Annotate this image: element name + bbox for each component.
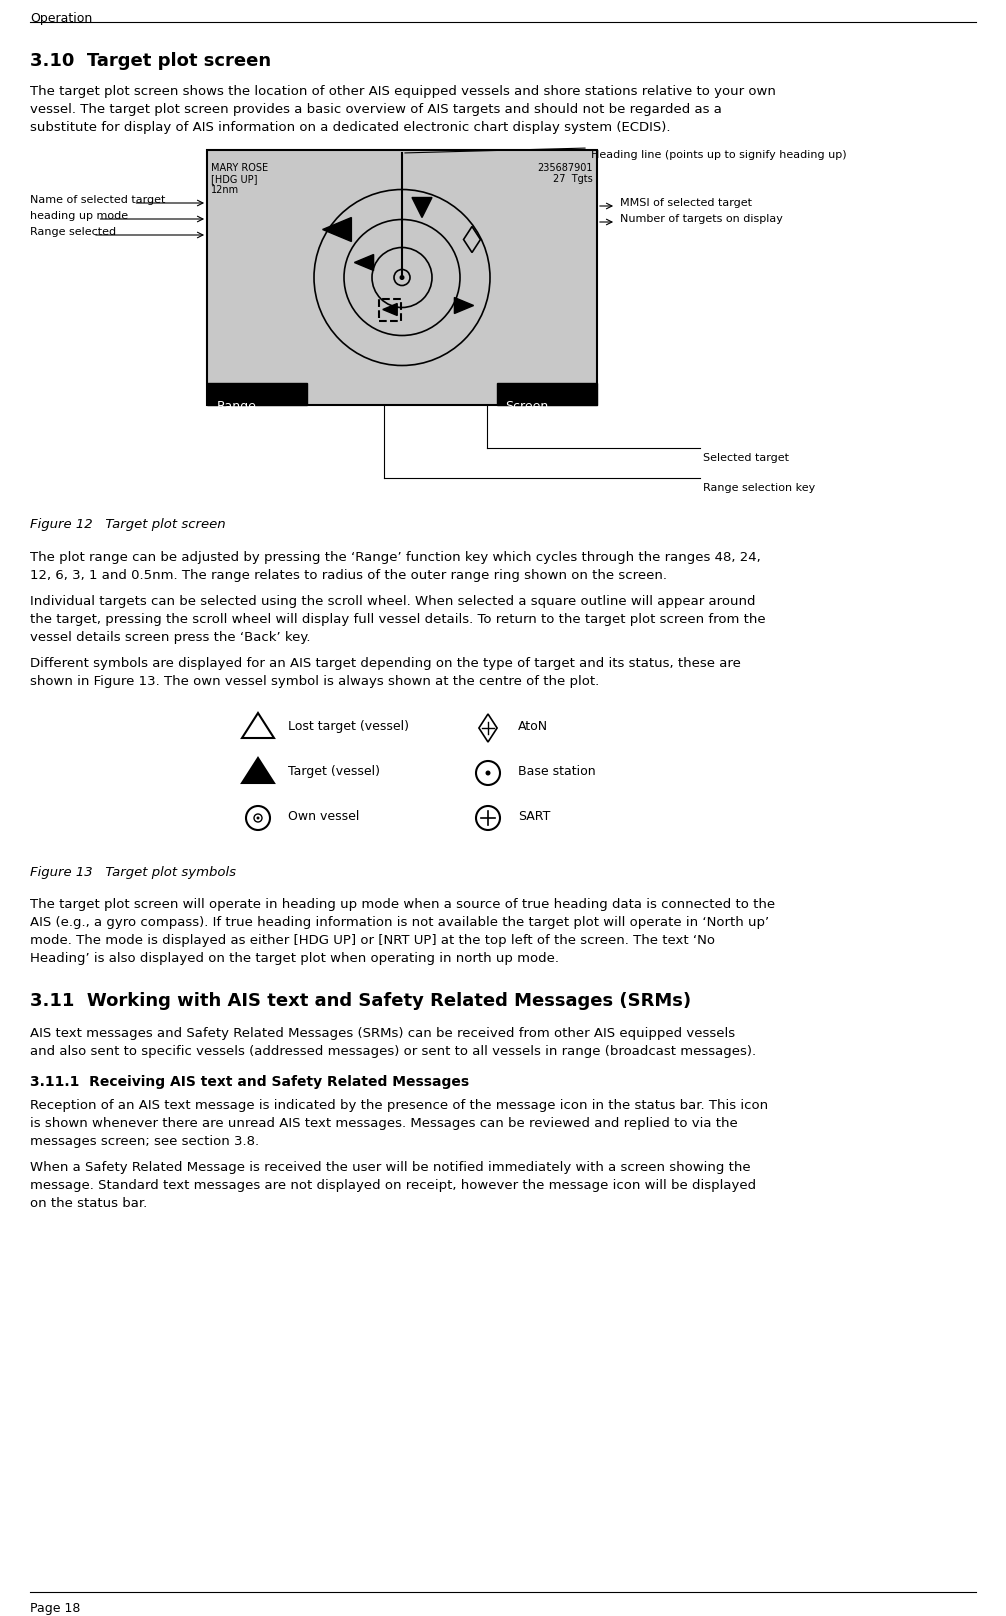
Text: 12nm: 12nm: [211, 184, 239, 196]
Text: AIS (e.g., a gyro compass). If true heading information is not available the tar: AIS (e.g., a gyro compass). If true head…: [30, 916, 770, 929]
Text: and also sent to specific vessels (addressed messages) or sent to all vessels in: and also sent to specific vessels (addre…: [30, 1046, 757, 1058]
Text: vessel details screen press the ‘Back’ key.: vessel details screen press the ‘Back’ k…: [30, 630, 311, 645]
Text: 3.11.1  Receiving AIS text and Safety Related Messages: 3.11.1 Receiving AIS text and Safety Rel…: [30, 1075, 469, 1089]
Text: Lost target (vessel): Lost target (vessel): [288, 721, 409, 734]
Text: shown in Figure 13. The own vessel symbol is always shown at the centre of the p: shown in Figure 13. The own vessel symbo…: [30, 675, 600, 688]
Text: Range: Range: [217, 401, 257, 414]
Text: heading up mode: heading up mode: [30, 212, 128, 221]
Text: Own vessel: Own vessel: [288, 810, 359, 823]
Text: Selected target: Selected target: [703, 452, 789, 464]
Text: When a Safety Related Message is received the user will be notified immediately : When a Safety Related Message is receive…: [30, 1160, 750, 1173]
Bar: [207, 150, 597, 406]
Text: on the status bar.: on the status bar.: [30, 1197, 147, 1210]
Text: 3.11  Working with AIS text and Safety Related Messages (SRMs): 3.11 Working with AIS text and Safety Re…: [30, 992, 691, 1010]
Text: The target plot screen shows the location of other AIS equipped vessels and shor: The target plot screen shows the locatio…: [30, 86, 776, 99]
Text: Range selected: Range selected: [30, 226, 116, 238]
Text: Target (vessel): Target (vessel): [288, 764, 380, 777]
Text: Name of selected target: Name of selected target: [30, 196, 165, 205]
Text: Screen: Screen: [505, 401, 548, 414]
Text: Operation: Operation: [30, 11, 93, 24]
Text: [HDG UP]: [HDG UP]: [211, 175, 258, 184]
Text: Different symbols are displayed for an AIS target depending on the type of targe: Different symbols are displayed for an A…: [30, 658, 740, 671]
Text: The target plot screen will operate in heading up mode when a source of true hea: The target plot screen will operate in h…: [30, 898, 776, 911]
Bar: [379, 299, 401, 320]
Text: 235687901: 235687901: [537, 163, 593, 173]
Text: vessel. The target plot screen provides a basic overview of AIS targets and shou: vessel. The target plot screen provides …: [30, 103, 722, 116]
Text: MMSI of selected target: MMSI of selected target: [620, 199, 752, 208]
Text: Heading line (points up to signify heading up): Heading line (points up to signify headi…: [591, 150, 847, 160]
Polygon shape: [323, 218, 351, 241]
Text: MARY ROSE: MARY ROSE: [211, 163, 269, 173]
Text: mode. The mode is displayed as either [HDG UP] or [NRT UP] at the top left of th: mode. The mode is displayed as either [H…: [30, 934, 715, 947]
Text: message. Standard text messages are not displayed on receipt, however the messag: message. Standard text messages are not …: [30, 1180, 757, 1193]
Text: 27  Tgts: 27 Tgts: [553, 175, 593, 184]
Polygon shape: [464, 226, 481, 252]
Circle shape: [400, 276, 403, 280]
Text: the target, pressing the scroll wheel will display full vessel details. To retur: the target, pressing the scroll wheel wi…: [30, 612, 766, 625]
Polygon shape: [455, 297, 474, 314]
Polygon shape: [354, 254, 373, 270]
Text: 3.10  Target plot screen: 3.10 Target plot screen: [30, 52, 272, 69]
Circle shape: [257, 816, 260, 819]
Polygon shape: [412, 197, 432, 218]
Text: Individual targets can be selected using the scroll wheel. When selected a squar: Individual targets can be selected using…: [30, 595, 756, 608]
Polygon shape: [242, 758, 274, 784]
Text: Base station: Base station: [518, 764, 596, 777]
Text: Figure 13   Target plot symbols: Figure 13 Target plot symbols: [30, 866, 236, 879]
Text: Heading’ is also displayed on the target plot when operating in north up mode.: Heading’ is also displayed on the target…: [30, 952, 559, 965]
Text: Page 18: Page 18: [30, 1601, 80, 1614]
Circle shape: [486, 771, 491, 776]
Text: Figure 12   Target plot screen: Figure 12 Target plot screen: [30, 519, 225, 532]
Bar: [207, 383, 307, 406]
Text: Range selection key: Range selection key: [703, 483, 815, 493]
Bar: [497, 383, 597, 406]
Polygon shape: [479, 714, 497, 742]
Polygon shape: [383, 304, 397, 315]
Text: SART: SART: [518, 810, 550, 823]
Text: Number of targets on display: Number of targets on display: [620, 213, 783, 225]
Text: messages screen; see section 3.8.: messages screen; see section 3.8.: [30, 1134, 260, 1147]
Text: The plot range can be adjusted by pressing the ‘Range’ function key which cycles: The plot range can be adjusted by pressi…: [30, 551, 761, 564]
Text: AtoN: AtoN: [518, 721, 548, 734]
Text: AIS text messages and Safety Related Messages (SRMs) can be received from other : AIS text messages and Safety Related Mes…: [30, 1028, 735, 1041]
Text: 12, 6, 3, 1 and 0.5nm. The range relates to radius of the outer range ring shown: 12, 6, 3, 1 and 0.5nm. The range relates…: [30, 569, 667, 582]
Text: is shown whenever there are unread AIS text messages. Messages can be reviewed a: is shown whenever there are unread AIS t…: [30, 1117, 737, 1130]
Text: substitute for display of AIS information on a dedicated electronic chart displa: substitute for display of AIS informatio…: [30, 121, 671, 134]
Text: Reception of an AIS text message is indicated by the presence of the message ico: Reception of an AIS text message is indi…: [30, 1099, 769, 1112]
